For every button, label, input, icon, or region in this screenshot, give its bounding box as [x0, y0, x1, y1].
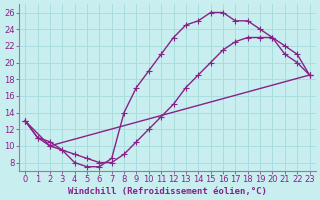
X-axis label: Windchill (Refroidissement éolien,°C): Windchill (Refroidissement éolien,°C)	[68, 187, 267, 196]
